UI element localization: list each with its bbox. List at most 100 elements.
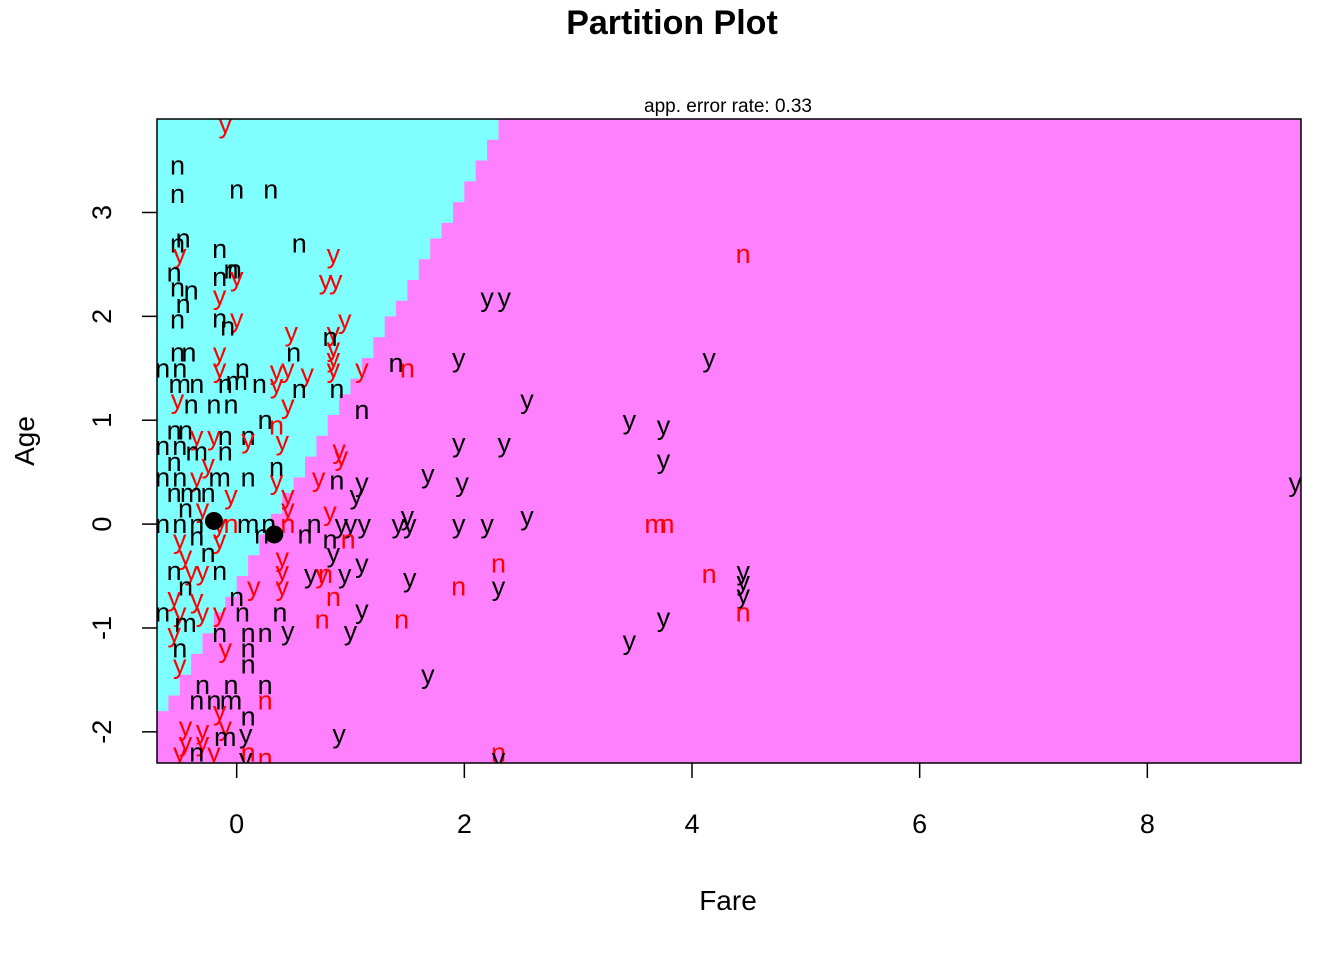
data-point: y xyxy=(281,494,295,524)
data-point: y xyxy=(275,542,289,572)
data-point: y xyxy=(355,353,369,383)
data-point: y xyxy=(520,501,534,531)
data-point: n xyxy=(227,255,242,285)
data-point: n xyxy=(176,289,191,319)
data-point: y xyxy=(190,584,204,614)
y-tick-label: 0 xyxy=(87,517,117,532)
data-point: y xyxy=(184,556,198,586)
data-point: m xyxy=(237,509,260,539)
data-point: n xyxy=(241,462,256,492)
data-point: y xyxy=(327,333,341,363)
data-point: n xyxy=(241,649,256,679)
data-point: n xyxy=(170,305,185,335)
data-point: n xyxy=(229,175,244,205)
data-point: m xyxy=(208,462,231,492)
data-point: y xyxy=(173,597,187,627)
data-point: n xyxy=(223,509,238,539)
data-point: y xyxy=(736,556,750,586)
data-point: y xyxy=(196,494,210,524)
data-point: n xyxy=(394,605,409,635)
data-point: y xyxy=(455,468,469,498)
data-point: y xyxy=(281,616,295,646)
y-tick-label: 1 xyxy=(87,413,117,428)
data-point: y xyxy=(275,571,289,601)
chart-subtitle: app. error rate: 0.33 xyxy=(644,96,812,117)
data-point: y xyxy=(319,265,333,295)
axes: 0 2 4 6 8 -2 -1 0 1 2 3 xyxy=(87,118,1302,839)
data-point: y xyxy=(736,566,750,596)
data-point: n xyxy=(258,743,273,773)
data-point: m xyxy=(220,686,243,716)
data-point: n xyxy=(176,224,191,254)
data-point: n xyxy=(297,520,312,550)
data-point: y xyxy=(213,281,227,311)
data-point: y xyxy=(344,509,358,539)
data-point: n xyxy=(223,255,238,285)
data-point: n xyxy=(736,597,751,627)
data-point: n xyxy=(223,390,238,420)
data-point: y xyxy=(275,426,289,456)
data-point: y xyxy=(357,509,371,539)
data-point: y xyxy=(167,618,181,648)
data-point: y xyxy=(1289,468,1303,498)
data-point: y xyxy=(338,559,352,589)
data-point: n xyxy=(189,509,204,539)
data-point: y xyxy=(270,369,284,399)
data-point: n xyxy=(220,312,235,342)
data-point: y xyxy=(196,556,210,586)
data-point: y xyxy=(327,239,341,269)
data-point: y xyxy=(281,480,295,510)
data-point: y xyxy=(327,353,341,383)
data-point: y xyxy=(219,712,233,742)
data-point: y xyxy=(403,509,417,539)
data-point: y xyxy=(657,445,671,475)
data-point: y xyxy=(492,743,506,773)
data-point: y xyxy=(312,462,326,492)
data-point: n xyxy=(229,582,244,612)
x-tick-label: 8 xyxy=(1140,809,1155,839)
data-point: n xyxy=(172,509,187,539)
data-point: n xyxy=(212,262,227,292)
data-point: y xyxy=(480,509,494,539)
data-point: n xyxy=(329,466,344,496)
data-point: y xyxy=(196,715,210,745)
data-point: n xyxy=(235,597,250,627)
data-point: n xyxy=(322,322,337,352)
data-point: y xyxy=(492,571,506,601)
y-tick-label: -2 xyxy=(87,720,117,744)
data-point: y xyxy=(332,719,346,749)
data-point: n xyxy=(218,436,233,466)
data-point: y xyxy=(327,538,341,568)
data-point: y xyxy=(213,338,227,368)
x-tick-label: 0 xyxy=(229,809,244,839)
data-point: m xyxy=(174,608,197,638)
data-point: n xyxy=(170,179,185,209)
data-point: n xyxy=(241,421,256,451)
data-point: y xyxy=(201,449,215,479)
data-point: n xyxy=(172,353,187,383)
data-point: n xyxy=(170,272,185,302)
data-point: y xyxy=(355,549,369,579)
data-point: n xyxy=(269,452,284,482)
data-point: n xyxy=(252,369,267,399)
data-point: n xyxy=(189,369,204,399)
data-point: y xyxy=(173,525,187,555)
data-point: y xyxy=(392,509,406,539)
data-point: n xyxy=(178,571,193,601)
data-point: n xyxy=(286,338,301,368)
data-point: y xyxy=(213,353,227,383)
data-point: n xyxy=(218,369,233,399)
data-point: n xyxy=(218,421,233,451)
data-point: n xyxy=(178,494,193,524)
data-point: y xyxy=(452,343,466,373)
data-point: n xyxy=(292,229,307,259)
data-point: n xyxy=(451,571,466,601)
data-point: y xyxy=(736,580,750,610)
data-point: n xyxy=(167,478,182,508)
data-point: n xyxy=(155,462,170,492)
data-point: n xyxy=(280,509,295,539)
data-point: n xyxy=(172,634,187,664)
data-point: n xyxy=(254,520,269,550)
